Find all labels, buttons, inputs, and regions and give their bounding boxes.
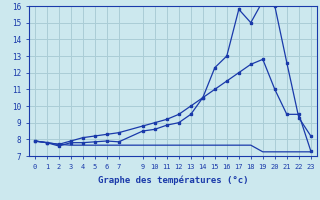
X-axis label: Graphe des températures (°c): Graphe des températures (°c) — [98, 175, 248, 185]
